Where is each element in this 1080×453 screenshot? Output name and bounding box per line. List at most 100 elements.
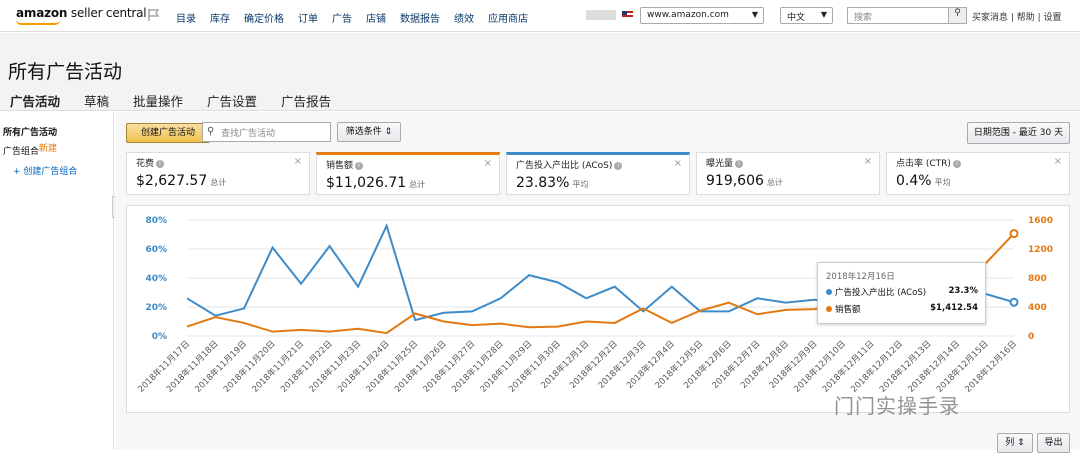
tab-ad-settings[interactable]: 广告设置 bbox=[207, 94, 258, 109]
find-campaign-input[interactable]: ⚲ 查找广告活动 bbox=[202, 122, 331, 142]
tooltip-sales-label: 销售额 bbox=[835, 305, 861, 315]
x-tick-label: 2018年11月17日 bbox=[136, 338, 192, 394]
sidebar-item-portfolio[interactable]: 广告组合新建 bbox=[3, 144, 57, 157]
metric-card-impressions[interactable]: 曝光量 i × 919,606 总计 bbox=[696, 152, 880, 195]
x-tick-label: 2018年12月3日 bbox=[596, 338, 649, 391]
info-icon[interactable]: i bbox=[156, 159, 165, 168]
x-tick-label: 2018年12月1日 bbox=[539, 338, 592, 391]
page-title: 所有广告活动 bbox=[8, 61, 123, 83]
new-badge: 新建 bbox=[39, 144, 58, 154]
tab-bulk-operations[interactable]: 批量操作 bbox=[133, 94, 184, 109]
close-icon[interactable]: × bbox=[293, 156, 302, 167]
metric-card-spend[interactable]: 花费 i × $2,627.57 总计 bbox=[126, 152, 310, 195]
date-range-button[interactable]: 日期范围 - 最近 30 天 bbox=[967, 122, 1070, 144]
x-tick-label: 2018年11月25日 bbox=[364, 338, 420, 394]
nav-item[interactable]: 店铺 bbox=[366, 14, 386, 25]
close-icon[interactable]: × bbox=[483, 158, 492, 169]
left-tick-label: 60% bbox=[145, 245, 167, 255]
tab-drafts[interactable]: 草稿 bbox=[84, 94, 110, 109]
right-tick-label: 0 bbox=[1028, 332, 1034, 342]
marketplace-value: www.amazon.com bbox=[647, 10, 729, 20]
x-tick-label: 2018年12月12日 bbox=[849, 338, 905, 394]
columns-button[interactable]: 列 ⇕ bbox=[997, 433, 1033, 453]
x-tick-label: 2018年11月27日 bbox=[421, 338, 477, 394]
nav-item[interactable]: 目录 bbox=[176, 14, 196, 25]
blurred-account-name bbox=[586, 10, 616, 20]
nav-item[interactable]: 绩效 bbox=[454, 14, 474, 25]
acos-dot-icon bbox=[826, 289, 832, 295]
logo-brand: amazon bbox=[16, 6, 68, 20]
info-icon[interactable]: i bbox=[614, 161, 623, 170]
sidebar-item-all-campaigns[interactable]: 所有广告活动 bbox=[3, 128, 58, 138]
us-flag-icon bbox=[622, 11, 633, 19]
tooltip-date: 2018年12月16日 bbox=[826, 272, 895, 282]
portfolio-label: 广告组合 bbox=[3, 147, 40, 157]
metric-card-acos[interactable]: 广告投入产出比 (ACoS) i × 23.83% 平均 bbox=[506, 152, 690, 195]
page-header: 所有广告活动 广告活动 草稿 批量操作 广告设置 广告报告 bbox=[0, 33, 1080, 114]
metric-label: 花费 i bbox=[136, 156, 165, 169]
metric-label: 销售额 i bbox=[326, 158, 364, 171]
nav-item[interactable]: 确定价格 bbox=[244, 14, 284, 25]
x-tick-label: 2018年11月23日 bbox=[307, 338, 363, 394]
marketplace-select[interactable]: www.amazon.com ▼ bbox=[640, 7, 764, 24]
performance-chart: 0% 20% 40% 60% 80% 0 400 800 1200 1600 2018年11月17日… bbox=[126, 205, 1070, 413]
chart-svg: 0% 20% 40% 60% 80% 0 400 800 1200 1600 2018年11月17日… bbox=[136, 216, 1053, 395]
watermark: 门门实操手录 bbox=[834, 394, 960, 418]
left-tick-label: 40% bbox=[145, 274, 167, 284]
top-links[interactable]: 买家消息 | 帮助 | 设置 bbox=[972, 13, 1062, 23]
seller-central-logo[interactable]: amazon seller central bbox=[16, 6, 147, 20]
nav-item[interactable]: 订单 bbox=[298, 14, 318, 25]
x-tick-label: 2018年12月6日 bbox=[681, 338, 734, 391]
x-tick-label: 2018年11月28日 bbox=[449, 338, 505, 394]
metric-label: 点击率 (CTR) i bbox=[896, 156, 961, 169]
nav-item[interactable]: 数据报告 bbox=[400, 14, 440, 25]
chevron-down-icon: ▼ bbox=[751, 10, 758, 19]
x-tick-label: 2018年11月30日 bbox=[506, 338, 562, 394]
create-portfolio-link[interactable]: + 创建广告组合 bbox=[13, 167, 78, 177]
export-button[interactable]: 导出 bbox=[1037, 433, 1070, 453]
x-tick-label: 2018年12月7日 bbox=[710, 338, 763, 391]
tooltip-sales-row: 销售额 $1,412.54 bbox=[826, 303, 978, 315]
info-icon[interactable]: i bbox=[355, 161, 364, 170]
close-icon[interactable]: × bbox=[1053, 156, 1062, 167]
tooltip-acos-row: 广告投入产出比 (ACoS) 23.3% bbox=[826, 286, 978, 298]
nav-item[interactable]: 库存 bbox=[210, 14, 230, 25]
metric-label: 曝光量 i bbox=[706, 156, 744, 169]
x-tick-label: 2018年11月22日 bbox=[278, 338, 334, 394]
x-tick-label: 2018年12月13日 bbox=[877, 338, 933, 394]
search-icon[interactable]: ⚲ bbox=[948, 8, 966, 23]
flag-icon[interactable] bbox=[147, 8, 161, 22]
tab-ad-reports[interactable]: 广告报告 bbox=[281, 94, 332, 109]
nav-item[interactable]: 应用商店 bbox=[488, 14, 528, 25]
info-icon[interactable]: i bbox=[952, 159, 961, 168]
search-placeholder: 搜索 bbox=[854, 13, 873, 23]
close-icon[interactable]: × bbox=[863, 156, 872, 167]
x-tick-label: 2018年12月4日 bbox=[624, 338, 677, 391]
x-tick-label: 2018年12月9日 bbox=[767, 338, 820, 391]
global-search-input[interactable]: 搜索 ⚲ bbox=[847, 7, 967, 24]
filter-button[interactable]: 筛选条件 ⇕ bbox=[337, 122, 401, 142]
create-campaign-button[interactable]: 创建广告活动 bbox=[126, 123, 210, 143]
sales-dot-icon bbox=[826, 306, 832, 312]
tab-campaigns[interactable]: 广告活动 bbox=[10, 91, 61, 114]
language-value: 中文 bbox=[787, 13, 806, 23]
metric-card-ctr[interactable]: 点击率 (CTR) i × 0.4% 平均 bbox=[886, 152, 1070, 195]
metric-value: 919,606 总计 bbox=[706, 173, 783, 189]
metric-card-sales[interactable]: 销售额 i × $11,026.71 总计 bbox=[316, 152, 500, 195]
chart-tooltip: 2018年12月16日 广告投入产出比 (ACoS) 23.3% 销售额 $1,41… bbox=[817, 262, 986, 324]
left-tick-label: 80% bbox=[145, 216, 167, 226]
main-content: 创建广告活动 ⚲ 查找广告活动 筛选条件 ⇕ 日期范围 - 最近 30 天 花费 i… bbox=[115, 112, 1080, 453]
tooltip-acos-label: 广告投入产出比 (ACoS) bbox=[835, 288, 927, 298]
info-icon[interactable]: i bbox=[735, 159, 744, 168]
metric-label: 广告投入产出比 (ACoS) i bbox=[516, 158, 623, 171]
top-navigation-bar: amazon seller central 目录 库存 确定价格 订单 广告 店铺 数据报告… bbox=[0, 0, 1080, 32]
left-tick-label: 0% bbox=[152, 332, 167, 342]
close-icon[interactable]: × bbox=[673, 158, 682, 169]
language-select[interactable]: 中文 ▼ bbox=[780, 7, 833, 24]
x-tick-label: 2018年12月5日 bbox=[653, 338, 706, 391]
amazon-smile-icon bbox=[16, 20, 60, 25]
x-tick-label: 2018年12月11日 bbox=[820, 338, 876, 394]
sidebar: 所有广告活动 广告组合新建 + 创建广告组合 bbox=[0, 112, 114, 450]
nav-item[interactable]: 广告 bbox=[332, 14, 352, 25]
x-tick-label: 2018年12月15日 bbox=[934, 338, 990, 394]
